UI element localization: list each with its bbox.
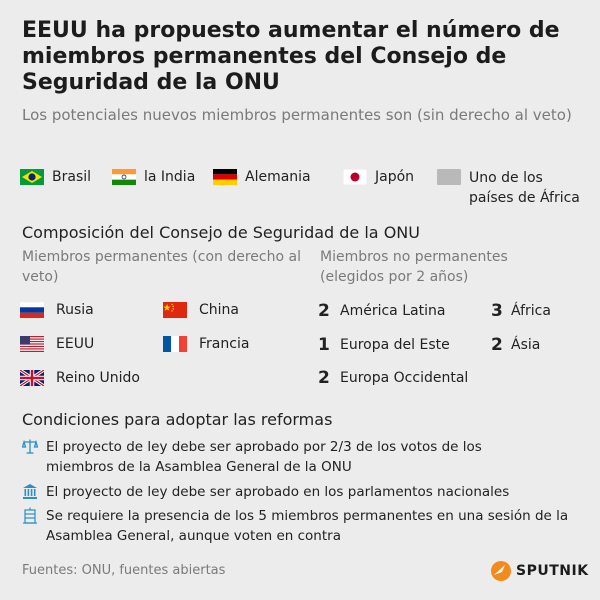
germany-flag-icon bbox=[213, 169, 237, 185]
uk-flag-icon bbox=[20, 370, 44, 386]
china-flag-icon bbox=[163, 302, 187, 318]
member-usa: EEUU bbox=[20, 336, 94, 352]
brand-wordmark: SPUTNIK bbox=[516, 563, 589, 579]
candidate-label: Uno de los países de África bbox=[469, 170, 580, 206]
region-label: América Latina bbox=[340, 303, 446, 319]
member-uk: Reino Unido bbox=[20, 370, 140, 386]
india-flag-icon bbox=[112, 169, 136, 185]
sputnik-logo-icon bbox=[491, 561, 511, 581]
france-flag-icon bbox=[163, 336, 187, 352]
assembly-icon bbox=[23, 507, 37, 524]
seat-count: 2 bbox=[318, 368, 330, 388]
candidate-africa: Uno de los países de África bbox=[437, 169, 589, 208]
conditions-title: Condiciones para adoptar las reformas bbox=[22, 410, 333, 429]
parliament-icon bbox=[23, 484, 37, 499]
sputnik-logo: SPUTNIK bbox=[490, 560, 589, 582]
region-label: Ásia bbox=[511, 337, 541, 353]
member-china: China bbox=[163, 302, 239, 318]
japan-flag-icon bbox=[343, 169, 367, 185]
candidate-label: Brasil bbox=[52, 169, 92, 185]
page-title: EEUU ha propuesto aumentar el número de … bbox=[22, 18, 560, 95]
member-france: Francia bbox=[163, 336, 249, 352]
russia-flag-icon bbox=[20, 302, 44, 318]
region-label: Europa del Este bbox=[340, 337, 450, 353]
candidate-label: Alemania bbox=[245, 169, 311, 185]
region-label: África bbox=[511, 303, 551, 319]
candidate-india: la India bbox=[112, 169, 195, 185]
member-label: China bbox=[199, 302, 239, 318]
usa-flag-icon bbox=[20, 336, 44, 352]
brazil-flag-icon bbox=[20, 169, 44, 185]
page-subtitle: Los potenciales nuevos miembros permanen… bbox=[22, 106, 572, 124]
candidate-germany: Alemania bbox=[213, 169, 311, 185]
member-label: EEUU bbox=[56, 336, 95, 352]
candidate-label: Japón bbox=[375, 169, 415, 185]
seat-count: 2 bbox=[318, 301, 330, 321]
nonpermanent-header: Miembros no permanentes (elegidos por 2 … bbox=[320, 249, 508, 285]
seat-count: 3 bbox=[491, 301, 503, 321]
condition-item: Se requiere la presencia de los 5 miembr… bbox=[22, 506, 582, 546]
seat-count: 1 bbox=[318, 335, 330, 355]
candidate-japan: Japón bbox=[343, 169, 414, 185]
candidate-label: la India bbox=[144, 169, 196, 185]
condition-text: El proyecto de ley debe ser aprobado en … bbox=[46, 484, 510, 500]
condition-item: El proyecto de ley debe ser aprobado por… bbox=[22, 437, 582, 477]
composition-title: Composición del Consejo de Seguridad de … bbox=[22, 223, 420, 242]
permanent-header: Miembros permanentes (con derecho al vet… bbox=[22, 249, 301, 285]
region-label: Europa Occidental bbox=[340, 370, 469, 386]
member-label: Francia bbox=[199, 336, 250, 352]
sources-note: Fuentes: ONU, fuentes abiertas bbox=[22, 563, 226, 578]
condition-item: El proyecto de ley debe ser aprobado en … bbox=[22, 482, 582, 502]
condition-text: Se requiere la presencia de los 5 miembr… bbox=[46, 508, 569, 544]
member-label: Reino Unido bbox=[56, 370, 140, 386]
candidate-brazil: Brasil bbox=[20, 169, 91, 185]
scales-icon bbox=[22, 439, 38, 454]
seat-count: 2 bbox=[491, 335, 503, 355]
condition-text: El proyecto de ley debe ser aprobado por… bbox=[46, 439, 482, 475]
grey-square-icon bbox=[437, 169, 461, 185]
member-russia: Rusia bbox=[20, 302, 94, 318]
member-label: Rusia bbox=[56, 302, 94, 318]
